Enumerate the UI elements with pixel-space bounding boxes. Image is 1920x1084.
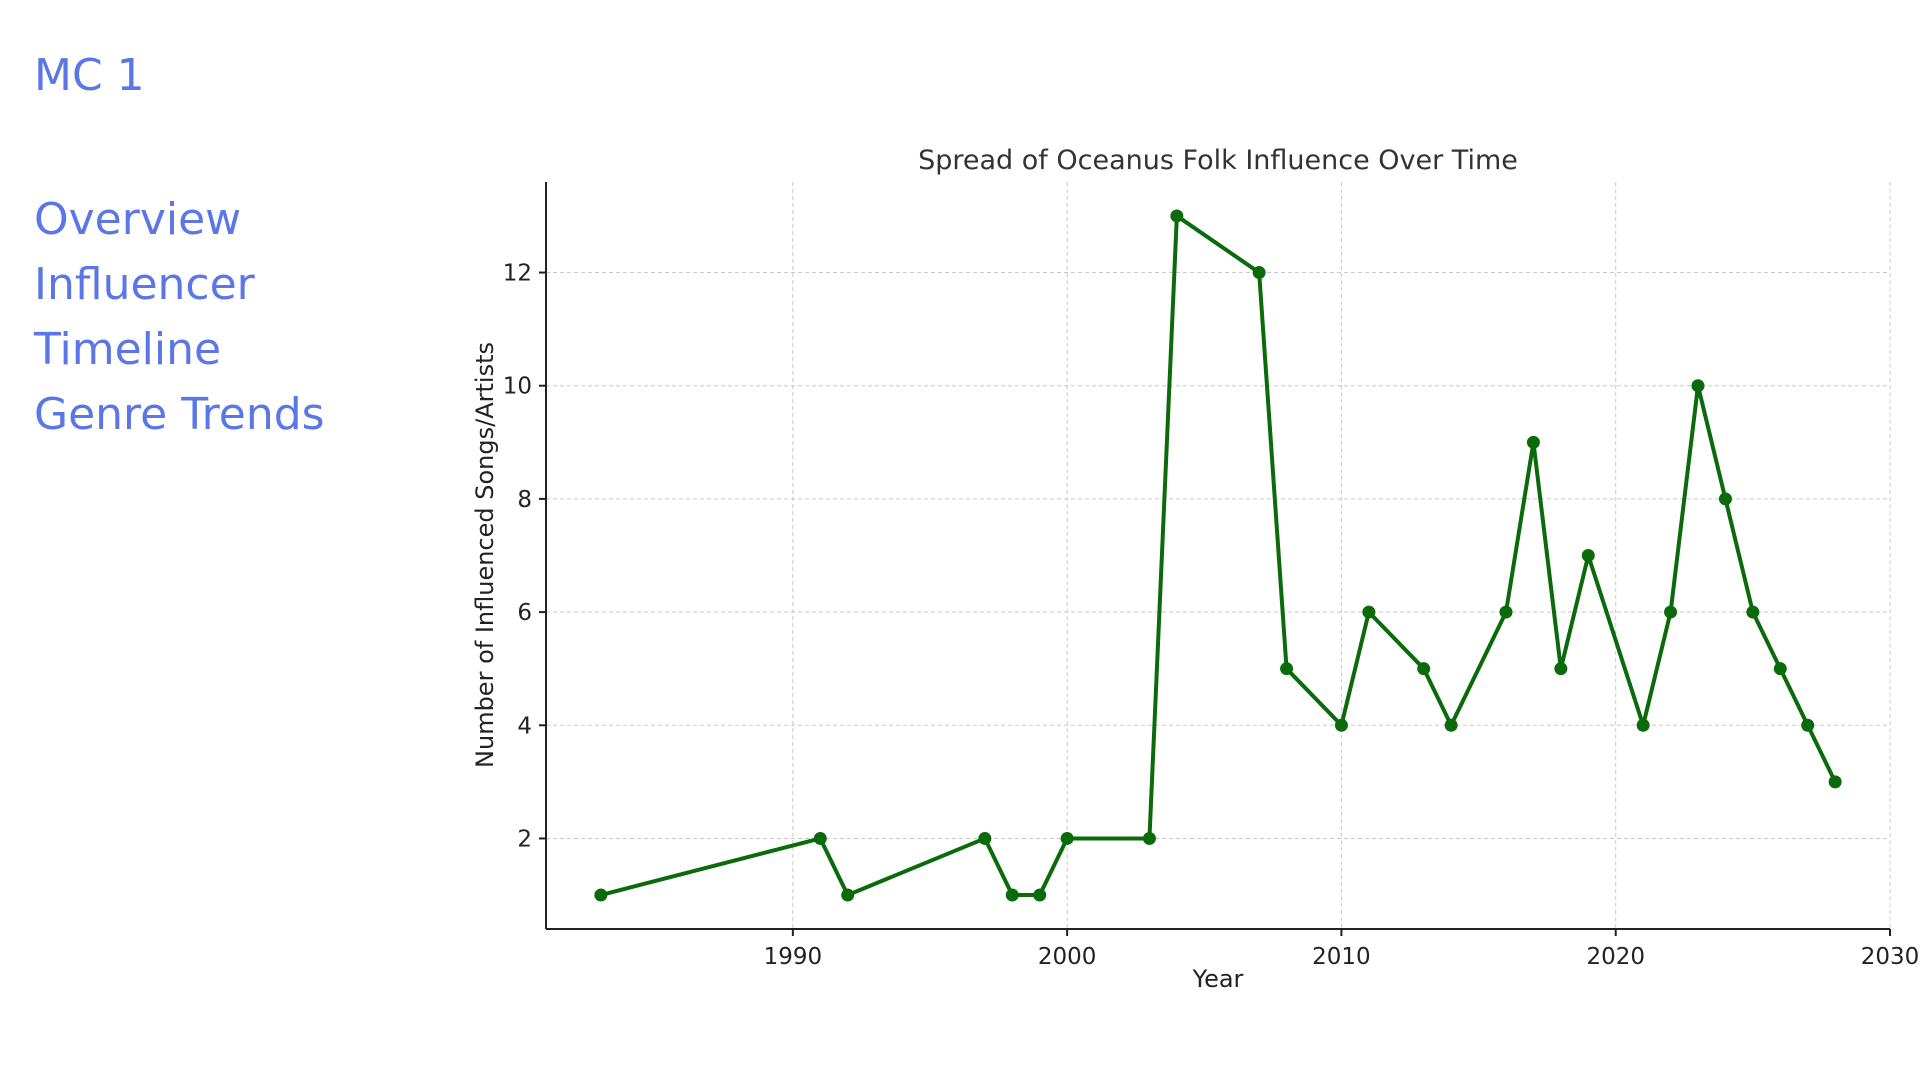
nav-item-overview[interactable]: Overview	[34, 193, 242, 245]
data-point	[1362, 605, 1376, 619]
x-tick-label: 2010	[1312, 944, 1371, 970]
data-point	[1636, 718, 1650, 732]
tick-layer: 1990 2000 2010 2020 2030 2 4 6 8 10 12	[503, 261, 1920, 970]
data-point	[1142, 831, 1156, 845]
data-point	[1664, 605, 1678, 619]
x-axis-label: Year	[1192, 965, 1244, 993]
y-tick-label: 6	[517, 600, 532, 626]
grid-layer	[546, 182, 1891, 929]
data-point	[1060, 831, 1074, 845]
data-point	[1170, 209, 1184, 223]
x-tick-label: 1990	[764, 944, 823, 970]
data-point	[1005, 888, 1019, 902]
app-title: MC 1	[34, 50, 145, 101]
y-tick-label: 8	[517, 487, 532, 513]
data-point	[1280, 662, 1294, 676]
x-tick-label: 2030	[1861, 944, 1920, 970]
data-point	[1773, 662, 1787, 676]
data-point	[1252, 266, 1266, 280]
nav-item-genre-trends[interactable]: Genre Trends	[34, 388, 325, 440]
data-point	[1526, 435, 1540, 449]
x-tick-label: 2000	[1038, 944, 1097, 970]
data-point	[978, 831, 992, 845]
series-line	[600, 213, 1837, 898]
nav-item-influencer[interactable]: Influencer	[34, 258, 255, 310]
data-point	[1554, 662, 1568, 676]
nav-menu: Overview Influencer Timeline Genre Trend…	[34, 187, 394, 447]
data-point	[1444, 718, 1458, 732]
y-tick-label: 10	[503, 374, 532, 400]
data-point	[594, 888, 608, 902]
data-point	[1033, 888, 1047, 902]
nav-item-timeline[interactable]: Timeline	[34, 323, 222, 375]
data-point	[1691, 379, 1705, 393]
y-axis-label: Number of Influenced Songs/Artists	[471, 342, 499, 768]
data-point	[813, 831, 827, 845]
data-point	[1581, 549, 1595, 562]
data-point	[841, 888, 855, 902]
data-point	[1499, 605, 1513, 619]
chart-title: Spread of Oceanus Folk Influence Over Ti…	[918, 145, 1518, 176]
data-point	[1417, 662, 1431, 676]
y-tick-label: 2	[517, 826, 532, 852]
x-tick-label: 2020	[1586, 944, 1645, 970]
data-point	[1828, 775, 1842, 789]
data-point	[1718, 492, 1732, 506]
series-layer	[594, 209, 1842, 902]
y-tick-label: 12	[503, 261, 532, 287]
data-point	[1746, 605, 1760, 619]
sidebar: MC 1 Overview Influencer Timeline Genre …	[34, 50, 394, 447]
data-point	[1334, 718, 1348, 732]
y-tick-label: 4	[517, 713, 532, 739]
data-point	[1801, 718, 1815, 732]
